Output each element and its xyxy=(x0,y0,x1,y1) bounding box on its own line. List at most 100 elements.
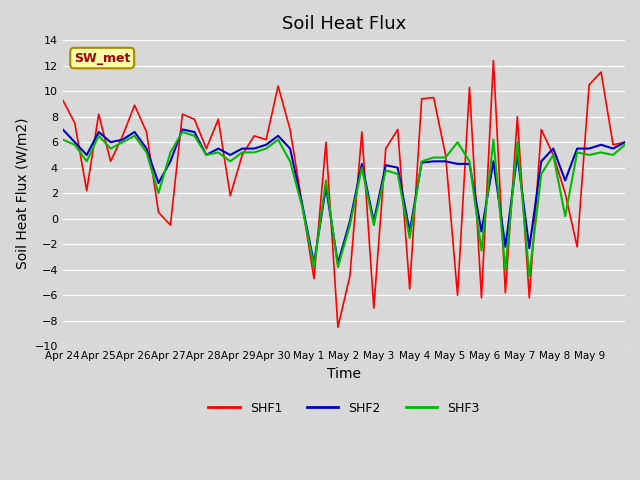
SHF3 xyxy=(83,158,90,164)
SHF3 xyxy=(418,158,426,164)
SHF1 xyxy=(502,290,509,296)
SHF2 xyxy=(549,146,557,152)
Line: SHF2: SHF2 xyxy=(63,130,625,264)
SHF2 xyxy=(466,161,474,167)
SHF3 xyxy=(275,137,282,143)
SHF2 xyxy=(202,152,210,158)
SHF3 xyxy=(214,150,222,156)
SHF2 xyxy=(430,158,438,164)
SHF2 xyxy=(561,178,569,183)
SHF3 xyxy=(525,273,533,279)
SHF3 xyxy=(358,165,365,170)
SHF1 xyxy=(418,96,426,102)
SHF1 xyxy=(549,152,557,158)
SHF1 xyxy=(513,114,521,120)
SHF1 xyxy=(346,273,354,279)
SHF3 xyxy=(95,133,102,139)
SHF1 xyxy=(119,133,127,139)
SHF2 xyxy=(275,133,282,139)
SHF1 xyxy=(214,116,222,122)
SHF3 xyxy=(538,171,545,177)
SHF2 xyxy=(490,158,497,164)
SHF3 xyxy=(227,158,234,164)
SHF3 xyxy=(71,142,79,148)
SHF1 xyxy=(131,102,138,108)
SHF1 xyxy=(250,133,258,139)
SHF3 xyxy=(477,248,485,253)
SHF1 xyxy=(155,209,163,215)
SHF3 xyxy=(430,155,438,160)
SHF2 xyxy=(394,165,401,170)
SHF1 xyxy=(490,58,497,63)
SHF1 xyxy=(609,142,617,148)
SHF3 xyxy=(442,155,449,160)
SHF1 xyxy=(621,139,629,145)
SHF1 xyxy=(597,69,605,75)
SHF3 xyxy=(490,137,497,143)
SHF2 xyxy=(71,139,79,145)
SHF2 xyxy=(573,146,581,152)
SHF1 xyxy=(286,127,294,132)
SHF1 xyxy=(430,95,438,100)
SHF3 xyxy=(585,152,593,158)
SHF1 xyxy=(202,146,210,152)
SHF2 xyxy=(334,261,342,266)
SHF2 xyxy=(382,162,390,168)
SHF2 xyxy=(59,127,67,132)
SHF3 xyxy=(561,213,569,219)
Line: SHF3: SHF3 xyxy=(63,132,625,276)
SHF1 xyxy=(370,305,378,311)
SHF1 xyxy=(262,137,270,143)
SHF2 xyxy=(442,158,449,164)
SHF2 xyxy=(597,142,605,148)
SHF2 xyxy=(502,244,509,250)
SHF3 xyxy=(143,150,150,156)
SHF2 xyxy=(406,228,413,234)
X-axis label: Time: Time xyxy=(327,367,361,381)
SHF3 xyxy=(59,137,67,143)
SHF3 xyxy=(406,235,413,241)
SHF1 xyxy=(179,111,186,117)
SHF1 xyxy=(538,127,545,132)
SHF2 xyxy=(107,139,115,145)
SHF3 xyxy=(370,222,378,228)
SHF2 xyxy=(454,161,461,167)
SHF1 xyxy=(573,244,581,250)
SHF3 xyxy=(549,152,557,158)
Legend: SHF1, SHF2, SHF3: SHF1, SHF2, SHF3 xyxy=(204,397,484,420)
SHF2 xyxy=(250,146,258,152)
SHF1 xyxy=(466,84,474,90)
SHF1 xyxy=(358,129,365,135)
SHF3 xyxy=(609,152,617,158)
SHF3 xyxy=(597,150,605,156)
SHF3 xyxy=(310,264,318,270)
SHF1 xyxy=(83,188,90,193)
SHF2 xyxy=(358,161,365,167)
SHF1 xyxy=(406,286,413,292)
Text: SW_met: SW_met xyxy=(74,51,131,64)
SHF1 xyxy=(275,83,282,89)
SHF2 xyxy=(179,127,186,132)
SHF3 xyxy=(621,142,629,148)
SHF1 xyxy=(525,295,533,301)
SHF2 xyxy=(513,152,521,158)
Y-axis label: Soil Heat Flux (W/m2): Soil Heat Flux (W/m2) xyxy=(15,118,29,269)
SHF2 xyxy=(585,146,593,152)
SHF2 xyxy=(286,146,294,152)
SHF2 xyxy=(143,146,150,152)
SHF1 xyxy=(382,146,390,152)
SHF1 xyxy=(107,158,115,164)
SHF2 xyxy=(298,201,306,206)
SHF1 xyxy=(166,222,174,228)
SHF2 xyxy=(477,228,485,234)
SHF3 xyxy=(107,146,115,152)
SHF3 xyxy=(262,146,270,152)
SHF3 xyxy=(346,222,354,228)
SHF3 xyxy=(334,264,342,270)
SHF3 xyxy=(202,152,210,158)
SHF3 xyxy=(179,129,186,135)
SHF2 xyxy=(525,245,533,251)
SHF1 xyxy=(298,201,306,206)
SHF2 xyxy=(131,129,138,135)
SHF1 xyxy=(310,276,318,282)
